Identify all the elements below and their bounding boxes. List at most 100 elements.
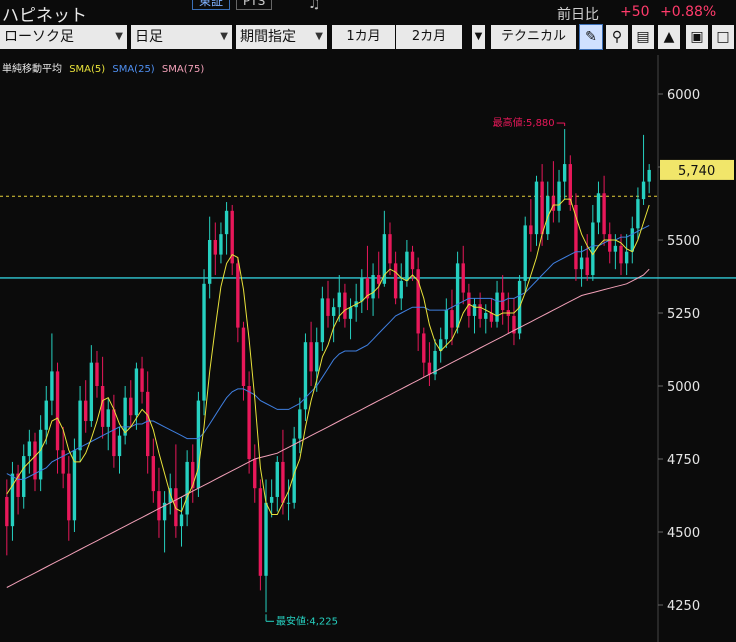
candle-body xyxy=(624,251,629,264)
candle-body xyxy=(16,473,20,497)
candle-body xyxy=(95,362,99,386)
candle-body xyxy=(433,350,437,375)
candle-body xyxy=(619,245,623,264)
change-label: 前日比 xyxy=(557,7,599,23)
candle-body xyxy=(343,292,347,319)
candle-body xyxy=(636,199,640,229)
draw-pen-icon[interactable]: ✎ xyxy=(579,24,603,50)
candle-body xyxy=(388,234,392,264)
candle-body xyxy=(281,461,285,503)
area-chart-icon[interactable]: ▲ xyxy=(658,25,680,49)
candle-body xyxy=(106,409,110,427)
chart-type-value: ローソク足 xyxy=(4,29,74,45)
candle-body xyxy=(546,196,550,235)
range-2m-button[interactable]: 2カ月 xyxy=(396,25,462,49)
candle-body xyxy=(100,386,105,427)
candle-body xyxy=(512,315,516,334)
candle-body xyxy=(348,307,353,319)
candle-body xyxy=(551,196,556,211)
candle-body xyxy=(382,234,387,284)
market-tab-tse[interactable]: 東証 xyxy=(192,0,231,10)
candle-body xyxy=(236,263,240,328)
candle-body xyxy=(557,181,561,211)
candle-body xyxy=(10,473,15,527)
sma5-line xyxy=(6,198,650,515)
chevron-down-icon: ▼ xyxy=(115,31,123,42)
candle-body xyxy=(241,327,246,386)
candle-body xyxy=(129,397,133,416)
candle-body xyxy=(247,386,251,459)
candle-body xyxy=(608,234,612,252)
candle-body xyxy=(202,283,206,401)
candle-body xyxy=(33,441,37,480)
candle-body xyxy=(67,473,71,521)
candle-body xyxy=(72,450,77,521)
candle-body xyxy=(399,280,403,299)
candle-body xyxy=(224,210,229,235)
candle-body xyxy=(534,181,539,235)
technical-button[interactable]: テクニカル xyxy=(491,25,576,49)
candle-body xyxy=(5,496,9,527)
candle-body xyxy=(303,342,308,410)
candle-body xyxy=(602,193,606,235)
legend-sma5: SMA(5) xyxy=(69,64,106,75)
candle-body xyxy=(478,304,482,319)
candle-body xyxy=(523,225,527,281)
candle-body xyxy=(377,275,381,284)
range-1m-button[interactable]: 1カ月 xyxy=(332,25,395,49)
candle-body xyxy=(151,456,156,492)
candle-body xyxy=(61,450,65,474)
y-tick-label: 4250 xyxy=(667,599,700,614)
candle-body xyxy=(298,409,302,439)
change-value: +50 xyxy=(620,4,650,20)
header-bar: ハピネット 東証 PTS ♫ 前日比 +50 +0.88% xyxy=(0,0,736,26)
alert-bell-icon[interactable]: ♫ xyxy=(308,0,321,12)
candle-body xyxy=(230,210,234,264)
candle-body xyxy=(78,400,82,451)
chart-type-select[interactable]: ローソク足 ▼ xyxy=(0,25,127,49)
candle-body xyxy=(168,488,172,503)
candle-body xyxy=(196,400,201,489)
volume-icon[interactable]: ▤ xyxy=(632,25,654,49)
candle-body xyxy=(405,251,409,281)
candle-body xyxy=(207,240,212,284)
candle-body xyxy=(585,257,589,276)
candle-body xyxy=(27,441,32,457)
candle-body xyxy=(439,339,443,351)
candle-body xyxy=(393,263,398,299)
candle-body xyxy=(596,193,601,223)
candle-body xyxy=(253,459,257,489)
period-select[interactable]: 日足 ▼ xyxy=(131,25,232,49)
candle-body xyxy=(258,488,263,576)
range-more-button[interactable]: ▼ xyxy=(472,25,485,49)
candle-body xyxy=(185,461,189,515)
candle-body xyxy=(286,502,291,504)
candle-body xyxy=(472,304,477,316)
y-tick-label: 6000 xyxy=(667,88,700,103)
candle-body xyxy=(84,400,88,422)
candle-body xyxy=(591,222,595,276)
candle-body xyxy=(647,169,651,182)
candle-body xyxy=(410,251,415,270)
candle-body xyxy=(326,298,330,316)
folder-icon[interactable]: □ xyxy=(712,25,734,49)
candle-body xyxy=(331,307,336,316)
chart-toolbar: ローソク足 ▼ 日足 ▼ 期間指定 ▼ 1カ月 2カ月 ▼ テクニカル ✎ ⚲ … xyxy=(0,24,736,51)
candle-body xyxy=(450,310,454,328)
candle-body xyxy=(22,456,26,497)
market-tab-pts[interactable]: PTS xyxy=(236,0,273,10)
candle-body xyxy=(309,342,313,372)
candle-body xyxy=(371,275,375,299)
legend-sma75: SMA(75) xyxy=(161,64,205,75)
candle-body xyxy=(123,397,127,436)
candle-body xyxy=(219,234,223,255)
low-annotation: 最安値:4,225 xyxy=(276,614,338,627)
legend-sma25: SMA(25) xyxy=(112,64,155,75)
candle-body xyxy=(613,245,618,252)
zoom-icon[interactable]: ⚲ xyxy=(606,25,628,49)
candle-body xyxy=(320,298,325,343)
range-mode-select[interactable]: 期間指定 ▼ xyxy=(236,25,327,49)
candle-body xyxy=(38,429,43,480)
save-icon[interactable]: ▣ xyxy=(686,25,708,49)
